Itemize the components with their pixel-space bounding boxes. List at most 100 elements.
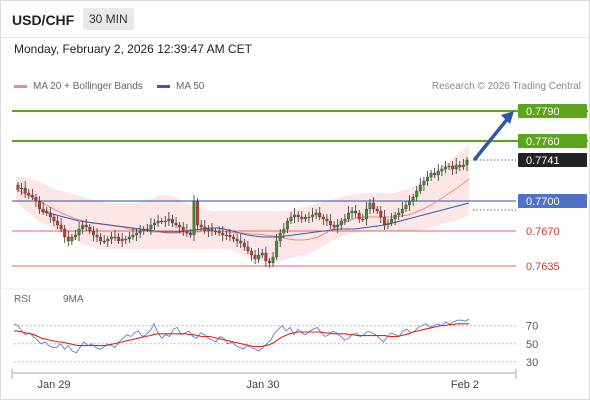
candle-body (206, 228, 210, 232)
candle-body (23, 187, 27, 194)
candle-body (203, 226, 207, 232)
instrument-symbol: USD/CHF (12, 12, 75, 28)
level-label: 0.7760 (526, 136, 560, 148)
level-label: 0.7741 (526, 155, 560, 167)
candle-body (397, 212, 401, 216)
candle-body (48, 212, 52, 218)
candle-body (454, 164, 458, 170)
candle-body (372, 202, 376, 210)
candle-body (393, 214, 397, 220)
timeframe-button[interactable]: 30 MIN (83, 8, 134, 30)
candle-body (411, 196, 415, 202)
candle-body (127, 236, 131, 240)
candle-body (178, 224, 182, 228)
legend-swatch-ma50 (157, 84, 170, 88)
candle-body (285, 220, 289, 230)
candle-body (34, 196, 38, 202)
projection-arrow-shaft (473, 115, 511, 161)
candle-body (379, 210, 383, 218)
candle-body (400, 208, 404, 214)
candle-body (422, 180, 426, 186)
candle-body (443, 166, 447, 170)
level-label-box (518, 134, 587, 148)
candle-body (163, 220, 167, 223)
level-label-box (518, 153, 587, 167)
candle-body (339, 220, 343, 226)
candle-body (296, 214, 300, 218)
rsi-tick-label: 70 (526, 321, 538, 333)
candle-body (131, 234, 135, 238)
candle-body (117, 236, 121, 242)
candle-body (70, 236, 74, 242)
candle-body (66, 236, 70, 242)
candle-body (253, 254, 257, 260)
candle-body (102, 240, 106, 243)
candle-body (336, 224, 340, 228)
candle-body (38, 200, 42, 210)
candle-body (375, 208, 379, 212)
candle-body (282, 228, 286, 234)
candle-body (332, 224, 336, 228)
x-tick-label: Feb 2 (451, 379, 479, 391)
candle-body (20, 187, 24, 190)
candle-body (63, 228, 67, 238)
candle-body (192, 200, 196, 236)
candle-body (289, 216, 293, 222)
research-credit: Research © 2026 Trading Central (431, 81, 581, 92)
candle-body (138, 230, 142, 234)
legend-label-9ma: 9MA (63, 294, 84, 305)
candle-body (41, 208, 45, 212)
candle-body (217, 230, 221, 234)
candle-body (303, 216, 307, 220)
candle-body (174, 222, 178, 226)
candle-body (221, 232, 225, 236)
projection-arrow-head (501, 111, 514, 124)
candle-body (185, 230, 189, 234)
candle-body (145, 228, 149, 231)
level-label: 0.7635 (526, 261, 560, 273)
candle-body (300, 216, 304, 220)
rsi-line (13, 318, 470, 354)
legend-swatch-ma20 (14, 84, 27, 88)
x-tick-label: Jan 29 (37, 379, 70, 391)
rsi-9ma-line (14, 323, 469, 348)
candle-body (74, 234, 77, 238)
candle-body (433, 172, 437, 176)
candle-body (314, 212, 318, 216)
candle-body (113, 236, 117, 239)
candle-body (267, 260, 271, 264)
legend-item-rsi: RSI (14, 294, 31, 305)
candle-body (415, 190, 419, 198)
level-label-box (518, 104, 587, 118)
candle-body (59, 224, 63, 230)
candle-body (16, 184, 20, 190)
candle-body (382, 216, 386, 226)
candle-body (307, 216, 311, 219)
legend-label-rsi: RSI (14, 294, 31, 305)
candle-body (311, 214, 314, 218)
candle-body (278, 232, 282, 242)
timestamp: Monday, February 2, 2026 12:39:47 AM CET (14, 42, 252, 56)
candle-body (210, 228, 214, 232)
candle-body (390, 218, 394, 224)
candle-body (242, 242, 246, 248)
candle-body (275, 240, 279, 258)
candle-body (343, 218, 347, 222)
candle-body (45, 210, 49, 214)
candle-body (91, 230, 95, 236)
candle-body (447, 165, 451, 168)
candle-body (188, 232, 192, 236)
candle-body (99, 236, 103, 242)
candle-body (84, 224, 88, 228)
candle-body (149, 224, 153, 230)
candle-body (260, 252, 264, 256)
candle-body (142, 228, 146, 232)
legend-item-ma50: MA 50 (157, 81, 204, 92)
candle-body (426, 176, 429, 182)
candle-body (56, 220, 59, 226)
candle-body (386, 222, 390, 226)
rsi-tick-label: 30 (526, 357, 538, 369)
candle-body (135, 232, 138, 236)
candle-body (88, 226, 92, 232)
